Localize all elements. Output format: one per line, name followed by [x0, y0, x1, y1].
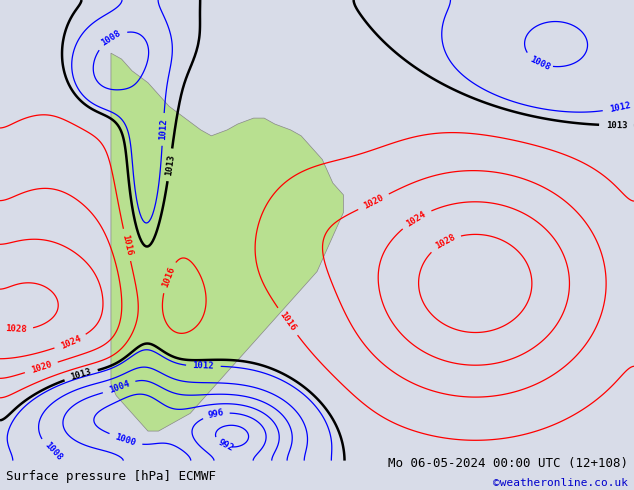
Text: 992: 992 [216, 438, 235, 453]
Text: 1012: 1012 [608, 100, 631, 114]
Text: 1013: 1013 [605, 121, 627, 130]
Text: 1024: 1024 [59, 334, 82, 350]
Text: 1013: 1013 [70, 368, 93, 382]
Text: 1016: 1016 [120, 233, 134, 256]
Text: 1020: 1020 [362, 193, 385, 211]
Text: 1016: 1016 [160, 266, 176, 289]
Text: 1028: 1028 [5, 324, 27, 334]
Text: 1004: 1004 [108, 379, 131, 395]
Text: 1028: 1028 [433, 233, 456, 251]
Text: 1008: 1008 [100, 29, 123, 48]
Text: 1000: 1000 [114, 432, 137, 448]
Text: 1016: 1016 [278, 310, 297, 333]
Text: 1012: 1012 [158, 119, 168, 141]
Polygon shape [111, 53, 344, 431]
Text: Mo 06-05-2024 00:00 UTC (12+108): Mo 06-05-2024 00:00 UTC (12+108) [387, 457, 628, 470]
Text: 1008: 1008 [529, 54, 552, 72]
Text: 1012: 1012 [193, 361, 214, 371]
Text: 1008: 1008 [43, 441, 64, 463]
Text: 1024: 1024 [405, 209, 428, 228]
Text: ©weatheronline.co.uk: ©weatheronline.co.uk [493, 478, 628, 488]
Text: 1013: 1013 [164, 153, 176, 176]
Text: 996: 996 [207, 408, 225, 420]
Text: 1020: 1020 [30, 360, 53, 375]
Text: Surface pressure [hPa] ECMWF: Surface pressure [hPa] ECMWF [6, 469, 216, 483]
